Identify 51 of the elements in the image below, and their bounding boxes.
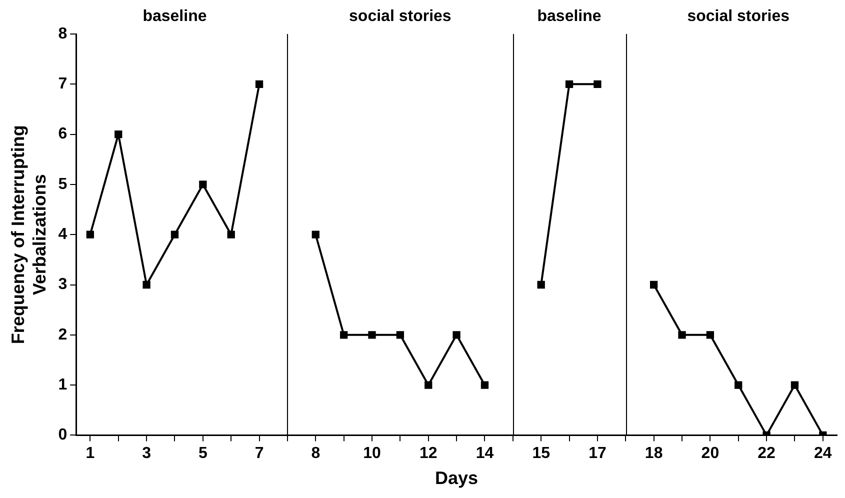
point xyxy=(565,80,574,88)
point xyxy=(734,381,742,389)
point xyxy=(678,331,686,339)
point xyxy=(424,381,432,389)
point xyxy=(452,331,460,339)
point xyxy=(255,80,264,88)
y-tick-label: 2 xyxy=(58,326,68,344)
x-tick-label: 24 xyxy=(814,445,832,462)
x-tick-label: 1 xyxy=(86,445,95,462)
point xyxy=(199,180,207,188)
y-axis-title: Frequency of Interrupting Verbalizations xyxy=(8,125,50,344)
y-tick-label: 1 xyxy=(58,376,68,394)
y-tick-label: 5 xyxy=(58,176,68,193)
point xyxy=(142,280,150,289)
x-tick-label: 18 xyxy=(644,445,663,462)
point xyxy=(368,331,376,339)
y-tick-label: 8 xyxy=(58,25,68,42)
point xyxy=(170,230,179,238)
y-tick-label: 3 xyxy=(58,276,68,294)
x-tick-label: 20 xyxy=(701,445,720,462)
point xyxy=(650,280,658,289)
point xyxy=(396,331,404,339)
x-tick-label: 15 xyxy=(532,445,550,462)
point xyxy=(594,80,602,88)
x-tick-label: 14 xyxy=(476,445,494,462)
text: baseline xyxy=(142,8,207,26)
x-tick-label: 10 xyxy=(363,445,382,462)
x-axis-title: Days xyxy=(435,468,478,488)
x-tick-label: 22 xyxy=(758,445,776,462)
text: baseline xyxy=(537,8,602,26)
x-tick-label: 7 xyxy=(254,445,264,462)
y-tick-label: 0 xyxy=(58,426,68,444)
x-tick-label: 17 xyxy=(588,445,606,462)
point xyxy=(227,230,235,238)
x-tick-label: 12 xyxy=(419,445,438,462)
x-tick-label: 3 xyxy=(142,445,152,462)
point xyxy=(340,331,348,339)
x-tick-label: 8 xyxy=(311,445,320,462)
y-tick-label: 4 xyxy=(58,226,68,244)
text: social stories xyxy=(349,8,452,26)
point xyxy=(537,280,545,289)
point xyxy=(706,331,714,339)
x-tick-label: 5 xyxy=(198,445,208,462)
point xyxy=(480,381,489,389)
point xyxy=(790,381,799,389)
point xyxy=(312,230,320,238)
text: social stories xyxy=(687,8,790,26)
y-tick-label: 7 xyxy=(58,76,68,93)
point xyxy=(86,230,94,238)
point xyxy=(114,130,122,138)
y-tick-label: 6 xyxy=(58,126,68,143)
